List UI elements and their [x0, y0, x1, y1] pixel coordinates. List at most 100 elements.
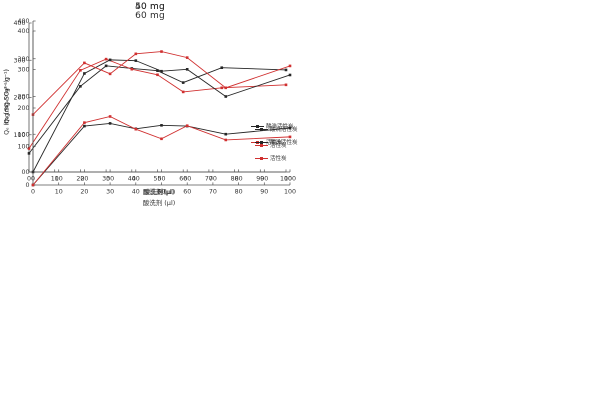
- data-point-marker: [185, 56, 189, 59]
- series-酸洗活性炭: [31, 58, 292, 174]
- x-tick-label: 80: [235, 189, 243, 196]
- x-tick-label: 40: [132, 189, 140, 196]
- data-point-marker: [160, 124, 163, 127]
- y-tick-label: 100: [17, 144, 29, 151]
- data-point-marker: [134, 127, 138, 131]
- y-tick-label: 0: [25, 182, 29, 189]
- data-point-marker: [134, 59, 138, 62]
- y-tick-label: 200: [17, 105, 29, 112]
- legend-marker-line-icon: [255, 156, 268, 161]
- legend-marker-line-icon: [255, 140, 268, 145]
- y-axis-ticks: 0 100 200 300 400: [17, 18, 36, 176]
- x-tick-label: 70: [209, 176, 217, 183]
- data-point-marker: [181, 90, 185, 94]
- data-point-marker: [79, 69, 82, 72]
- y-tick-label: 100: [17, 131, 29, 138]
- legend: 酸洗活性炭 活性炭: [255, 138, 298, 162]
- data-point-marker: [83, 72, 86, 75]
- data-point-marker: [181, 81, 185, 84]
- data-point-marker: [160, 69, 163, 73]
- axes: [32, 31, 290, 186]
- legend: 酸洗活性炭 活性炭: [255, 125, 298, 149]
- data-point-marker: [108, 115, 112, 118]
- x-axis-ticks: 0 10 20 30 40 50 60 70 80 90 100: [31, 182, 296, 196]
- x-tick-label: 0: [31, 189, 35, 196]
- legend-label: 酸洗活性炭: [270, 127, 298, 133]
- data-point-marker: [224, 95, 228, 98]
- data-point-marker: [224, 138, 228, 142]
- y-tick-label: 200: [13, 95, 25, 102]
- legend-item: 酸洗活性炭: [255, 138, 298, 146]
- y-tick-label: 300: [13, 57, 25, 64]
- x-tick-label: 60: [183, 189, 191, 196]
- data-point-marker: [220, 66, 224, 69]
- series-活性炭: [31, 115, 292, 187]
- data-point-marker: [83, 61, 86, 65]
- x-tick-label: 90: [260, 189, 268, 196]
- data-point-marker: [83, 121, 86, 124]
- data-point-marker: [27, 147, 31, 150]
- data-point-marker: [288, 126, 292, 130]
- legend-item: 活性炭: [255, 141, 298, 149]
- data-point-marker: [288, 135, 292, 139]
- legend-marker-line-icon: [251, 124, 264, 129]
- data-point-marker: [185, 124, 189, 128]
- data-point-marker: [130, 67, 134, 71]
- data-point-marker: [104, 64, 108, 68]
- y-axis-ticks: 0 100 200 300 400: [13, 20, 32, 176]
- data-point-marker: [31, 183, 35, 187]
- x-tick-label: 10: [51, 176, 59, 183]
- y-tick-label: 300: [17, 56, 29, 63]
- data-point-marker: [185, 68, 189, 71]
- x-tick-label: 50: [153, 176, 161, 183]
- data-point-marker: [108, 58, 112, 62]
- legend-item: 活性炭: [255, 154, 298, 162]
- legend-label: 酸洗活性炭: [266, 124, 294, 130]
- x-tick-label: 40: [128, 176, 136, 183]
- y-axis-ticks: 0 100 200 300 400: [17, 28, 36, 189]
- data-point-marker: [160, 50, 163, 53]
- chart-60mg: 0 10 20 30 40 50 60 70 80 90 100 0 100 200 300 400 60 m…: [0, 0, 300, 209]
- x-axis-label: 酸洗剂 (μl): [142, 188, 176, 196]
- legend-label: 活性炭: [266, 140, 283, 146]
- data-point-marker: [160, 137, 163, 141]
- data-point-marker: [224, 132, 228, 136]
- chart-title: 40 mg: [135, 2, 165, 12]
- data-point-marker: [104, 57, 108, 61]
- chart-title: 60 mg: [135, 11, 165, 21]
- x-tick-label: 70: [209, 189, 217, 196]
- x-tick-label: 60: [183, 176, 191, 183]
- data-point-marker: [284, 68, 288, 72]
- x-tick-label: 70: [205, 176, 213, 183]
- x-tick-label: 50: [157, 189, 165, 196]
- y-axis-label: Qₑ (mg SO₄²⁻·g⁻¹): [3, 80, 11, 135]
- y-tick-label: 400: [17, 18, 29, 25]
- series-酸洗活性炭: [31, 122, 292, 187]
- data-point-marker: [224, 86, 228, 90]
- y-tick-label: 100: [13, 132, 25, 139]
- series-line: [32, 51, 291, 115]
- data-point-marker: [108, 72, 112, 76]
- data-point-marker: [79, 85, 82, 88]
- x-tick-label: 10: [55, 176, 63, 183]
- legend-item: 酸洗活性炭: [251, 122, 294, 130]
- series-line: [28, 65, 287, 154]
- x-tick-label: 20: [80, 176, 88, 183]
- data-point-marker: [83, 124, 86, 128]
- legend-marker-line-icon: [255, 127, 268, 132]
- x-tick-label: 0: [27, 176, 31, 183]
- series-line: [32, 59, 291, 173]
- data-point-marker: [27, 152, 31, 155]
- x-tick-label: 30: [106, 189, 114, 196]
- legend-label: 酸洗活性炭: [270, 140, 298, 146]
- x-tick-label: 10: [55, 189, 63, 196]
- data-point-marker: [284, 83, 288, 87]
- x-tick-label: 30: [102, 176, 110, 183]
- data-point-marker: [156, 69, 159, 72]
- series-line: [28, 58, 287, 149]
- y-tick-label: 400: [17, 28, 29, 35]
- data-point-marker: [108, 122, 112, 125]
- x-tick-label: 100: [284, 176, 296, 183]
